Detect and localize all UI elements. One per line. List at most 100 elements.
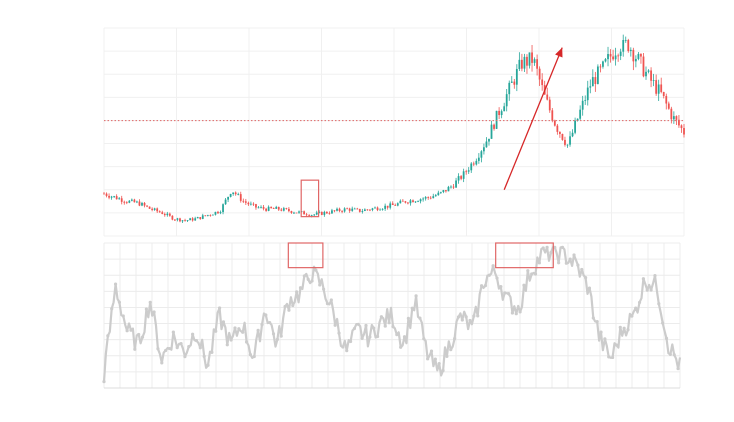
price-candle-body bbox=[678, 119, 680, 126]
price-candle-body bbox=[374, 207, 376, 209]
price-candle-body bbox=[323, 211, 326, 215]
price-overlay bbox=[104, 47, 684, 218]
price-candle-body bbox=[515, 68, 518, 85]
indicator-point bbox=[445, 354, 449, 359]
price-candle-body bbox=[488, 138, 490, 142]
indicator-point bbox=[503, 291, 507, 295]
price-candle-body bbox=[566, 144, 569, 146]
price-candle-body bbox=[222, 204, 224, 213]
indicator-point bbox=[549, 251, 553, 255]
indicator-point bbox=[322, 287, 326, 291]
price-candle-body bbox=[561, 133, 564, 140]
price-candle-body bbox=[508, 82, 511, 95]
indicator-highlight-box bbox=[495, 242, 554, 269]
price-candle-body bbox=[328, 213, 331, 215]
price-candle-body bbox=[161, 212, 164, 214]
price-candle-body bbox=[201, 215, 204, 219]
price-candle-body bbox=[609, 54, 612, 57]
indicator-point bbox=[645, 288, 649, 292]
price-candle-body bbox=[277, 206, 280, 210]
price-candle-body bbox=[510, 81, 513, 83]
indicator-point bbox=[221, 320, 226, 324]
price-candle-body bbox=[151, 208, 154, 210]
price-candle-body bbox=[650, 70, 652, 81]
indicator-point bbox=[476, 314, 480, 318]
price-candle-body bbox=[384, 205, 387, 209]
price-candle-body bbox=[579, 109, 582, 119]
indicator-point bbox=[310, 279, 314, 283]
price-candle-body bbox=[528, 52, 531, 66]
price-candle-body bbox=[472, 163, 475, 165]
indicator-point bbox=[356, 322, 360, 326]
price-candle-body bbox=[414, 201, 417, 203]
price-candle-body bbox=[123, 201, 126, 203]
price-candle-body bbox=[310, 215, 313, 216]
price-candle-body bbox=[670, 108, 673, 120]
price-candle-body bbox=[336, 208, 338, 211]
price-candle-body bbox=[204, 215, 207, 217]
indicator-point bbox=[275, 337, 279, 342]
indicator-point bbox=[641, 277, 645, 281]
price-candle-body bbox=[571, 132, 574, 137]
price-candle-body bbox=[556, 125, 559, 132]
trend-arrow-head bbox=[555, 47, 563, 58]
price-candle-body bbox=[399, 200, 402, 204]
price-highlight-box bbox=[300, 179, 320, 218]
price-candle-body bbox=[239, 194, 242, 201]
price-candle-body bbox=[128, 200, 131, 203]
price-candle-body bbox=[495, 110, 498, 129]
indicator-point bbox=[133, 347, 137, 351]
price-candle-body bbox=[285, 208, 288, 209]
price-candle-body bbox=[146, 205, 148, 207]
price-candle-body bbox=[450, 186, 452, 188]
indicator-point bbox=[191, 332, 195, 336]
indicator-point bbox=[333, 323, 337, 327]
indicator-point bbox=[298, 286, 303, 290]
price-candle-body bbox=[125, 202, 128, 204]
indicator-point bbox=[264, 313, 268, 317]
price-candle-body bbox=[234, 192, 237, 195]
indicator-point bbox=[121, 314, 125, 318]
price-candle-body bbox=[412, 200, 414, 203]
price-candle-body bbox=[500, 111, 503, 116]
price-candle-body bbox=[672, 116, 675, 120]
indicator-point bbox=[560, 245, 565, 249]
price-candle-body bbox=[574, 120, 576, 133]
price-candle-body bbox=[564, 139, 566, 145]
indicator-point bbox=[676, 367, 680, 371]
price-candle-body bbox=[115, 196, 118, 200]
price-candle-body bbox=[303, 211, 305, 215]
price-candle-body bbox=[647, 70, 650, 72]
indicator-point bbox=[402, 335, 407, 339]
price-candle-body bbox=[419, 199, 422, 202]
indicator-point bbox=[171, 330, 175, 334]
price-candle-body bbox=[391, 203, 394, 205]
indicator-point bbox=[352, 326, 357, 331]
price-candle-body bbox=[614, 55, 617, 60]
price-candle-body bbox=[333, 210, 336, 212]
indicator-point bbox=[383, 324, 387, 328]
price-candle-body bbox=[108, 195, 110, 198]
price-candle-body bbox=[369, 209, 371, 211]
price-candle-body bbox=[505, 94, 508, 107]
indicator-point bbox=[664, 336, 669, 340]
price-candle-body bbox=[313, 214, 316, 216]
price-candle-body bbox=[503, 106, 506, 112]
indicator-point bbox=[137, 332, 141, 337]
indicator-point bbox=[302, 274, 306, 278]
price-candle-body bbox=[174, 219, 176, 221]
indicator-point bbox=[395, 333, 399, 337]
indicator-point bbox=[637, 300, 642, 305]
price-candle-body bbox=[320, 211, 323, 215]
price-candle-body bbox=[305, 214, 308, 216]
price-candle-body bbox=[490, 124, 493, 139]
indicator-point bbox=[202, 354, 206, 358]
price-candle-body bbox=[480, 151, 483, 158]
price-candle-body bbox=[680, 125, 683, 129]
indicator-point bbox=[649, 288, 653, 292]
price-grid bbox=[103, 27, 685, 237]
price-candle-body bbox=[558, 131, 561, 134]
price-candle-body bbox=[199, 217, 202, 219]
price-candle-body bbox=[308, 215, 311, 216]
price-candle-body bbox=[110, 196, 113, 198]
